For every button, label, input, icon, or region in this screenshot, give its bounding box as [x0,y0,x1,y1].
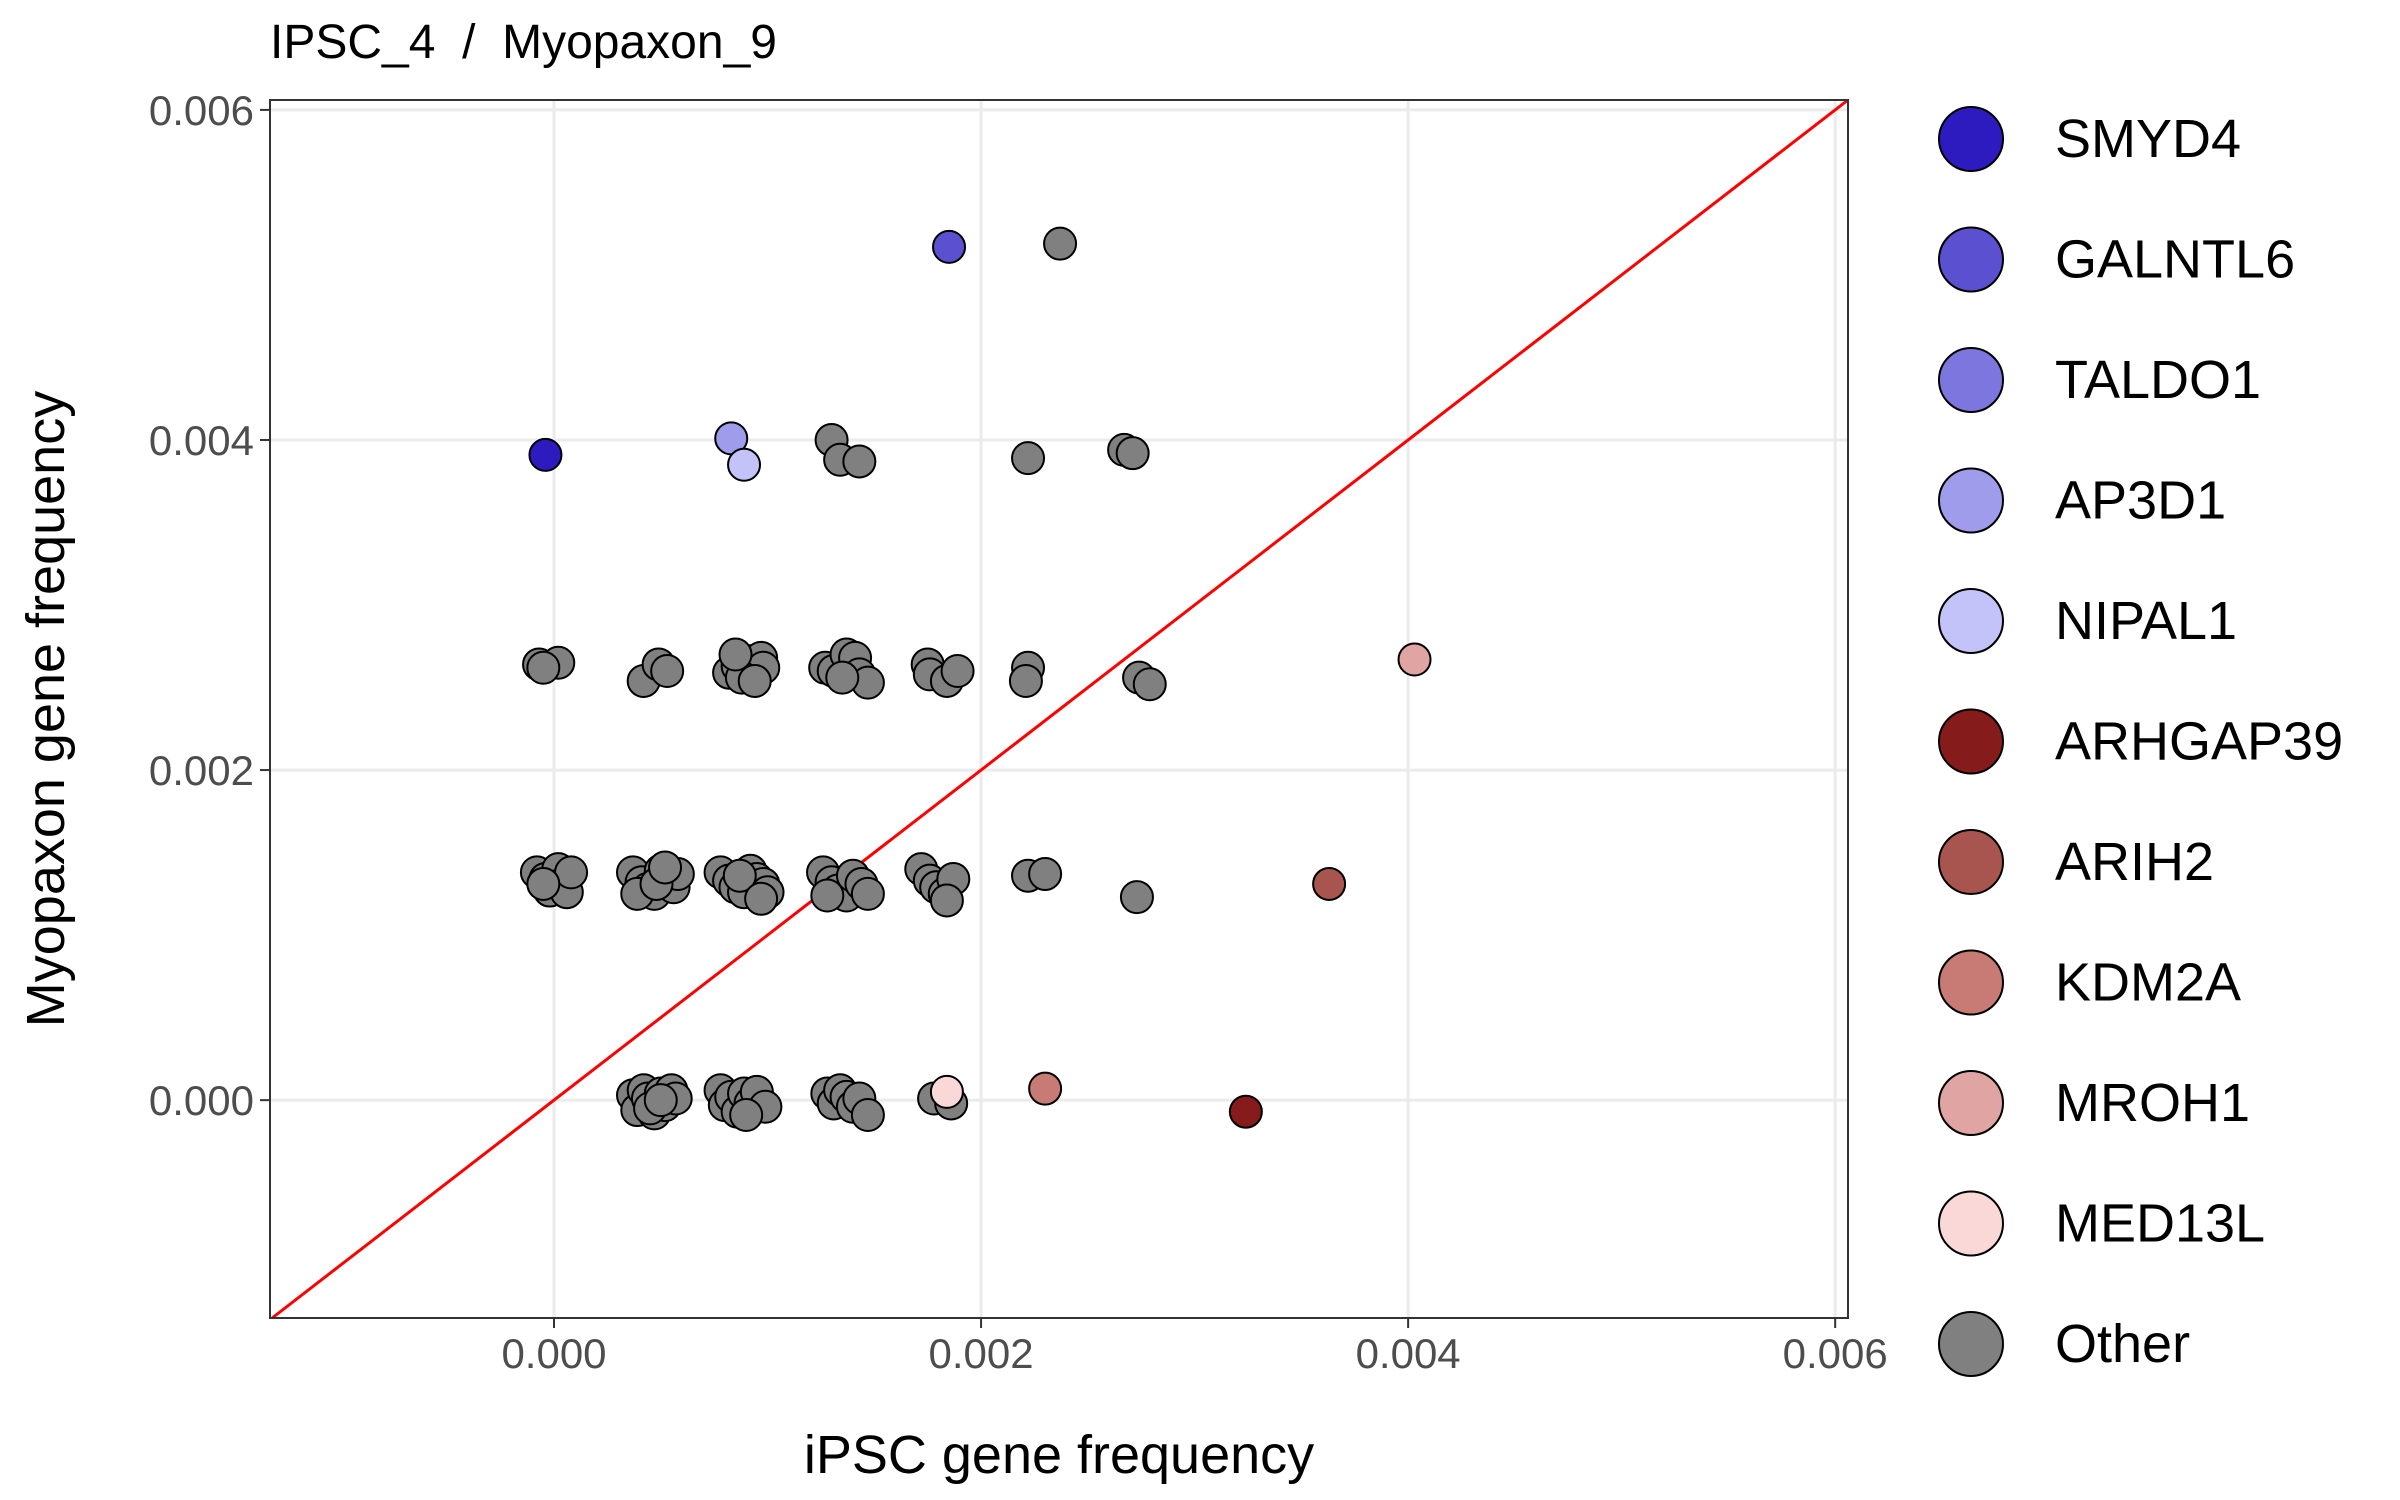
point-other [825,660,860,695]
point-other [650,654,685,689]
point-other [1119,880,1154,915]
point-other [1132,667,1167,702]
point-other [648,850,683,885]
legend-label: GALNTL6 [2055,230,2295,290]
legend-key [1938,1190,2004,1257]
point-other [1008,663,1043,698]
point-arih2 [1312,866,1347,901]
point-med13l [929,1074,964,1109]
legend-label: MROH1 [2055,1073,2250,1133]
point-other [1028,857,1063,892]
point-other [722,858,757,893]
legend-label: TALDO1 [2055,350,2261,410]
point-other [643,1083,678,1118]
legend-key [1938,467,2004,534]
y-tick-label: 0.006 [149,87,254,134]
point-mroh1 [1397,642,1432,677]
plot-panel [269,98,1849,1320]
axes: 0.000 0.002 0.004 0.006 0.000 0.002 0.004 0.006 [149,87,1888,1377]
legend-key [1938,708,2004,775]
y-tick-label: 0.004 [149,417,254,464]
legend-label: Other [2055,1314,2190,1374]
point-galntl6 [932,229,967,264]
legend-label: ARIH2 [2055,832,2214,892]
point-other [929,883,964,918]
legend-label: KDM2A [2055,953,2241,1013]
x-axis-label: iPSC gene frequency [804,1425,1314,1485]
chart-title: IPSC_4 / Myopaxon_9 [270,16,777,69]
x-tick-label: 0.006 [1783,1330,1888,1377]
point-other [718,637,753,672]
legend-label: MED13L [2055,1194,2265,1254]
point-smyd4 [528,437,563,472]
point-other [850,876,885,911]
legend-label: NIPAL1 [2055,591,2237,651]
y-tick-label: 0.000 [149,1077,254,1124]
legend: SMYD4 GALNTL6 TALDO1 AP3D1 NIPAL1 ARHGAP39 ARI… [1938,106,2343,1377]
legend-label: SMYD4 [2055,109,2241,169]
identity-line [271,98,1849,1320]
point-arhgap39 [1228,1094,1263,1129]
point-other [1011,441,1046,476]
point-other [850,1098,885,1132]
legend-key [1938,106,2004,172]
panel-border [269,99,1849,1319]
legend-label: AP3D1 [2055,471,2226,531]
x-tick-label: 0.004 [1356,1330,1461,1377]
point-other [526,650,561,685]
point-other [1115,436,1150,471]
point-other [940,654,975,689]
point-other [810,878,845,913]
legend-key [1938,829,2004,895]
legend-key [1938,949,2004,1016]
point-other [737,663,772,698]
legend-key [1938,226,2004,293]
y-axis-label: Myopaxon gene frequency [16,391,76,1027]
legend-key [1938,347,2004,413]
y-tick-label: 0.002 [149,747,254,794]
legend-label: ARHGAP39 [2055,712,2343,772]
reference-line-layer [271,98,1849,1320]
point-other [526,866,561,901]
point-other [842,444,877,479]
x-tick-label: 0.000 [501,1330,606,1377]
point-other [1043,226,1078,261]
point-other [729,1098,764,1132]
legend-key [1938,588,2004,654]
point-kdm2a [1028,1071,1063,1106]
grid [270,100,1848,1318]
points-layer [519,226,1432,1132]
legend-key [1938,1070,2004,1136]
point-nipal1 [727,447,762,482]
point-other [744,881,779,916]
x-tick-label: 0.002 [929,1330,1034,1377]
legend-key [1938,1311,2004,1377]
